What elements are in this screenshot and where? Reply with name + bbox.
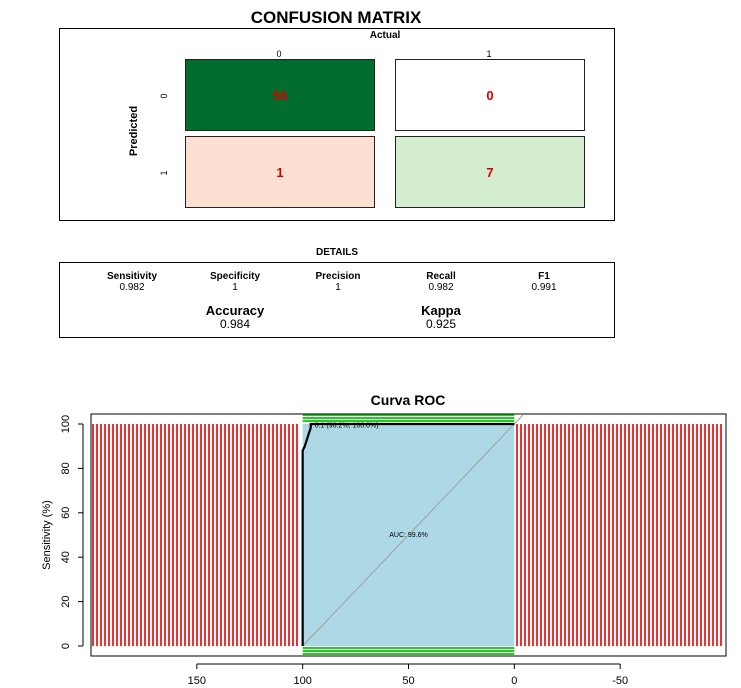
- roc-x-tick-label: 50: [402, 675, 414, 687]
- roc-y-axis-label: Sensitivity (%): [41, 500, 53, 570]
- roc-x-tick-label: 0: [511, 675, 517, 687]
- metric-accuracy: Accuracy 0.984: [180, 303, 290, 331]
- roc-y-axis: 0 20 40 60 80 100: [60, 415, 84, 649]
- roc-y-tick-label: 100: [60, 415, 72, 433]
- metric-f1: F1 0.991: [489, 271, 599, 293]
- roc-x-tick-label: -50: [612, 675, 628, 687]
- metric-name: Precision: [315, 271, 361, 282]
- roc-y-tick-label: 60: [60, 507, 72, 519]
- metric-value: 0.984: [219, 317, 251, 331]
- metric-name: F1: [538, 271, 550, 282]
- roc-auc-label: AUC: 99.6%: [389, 532, 428, 539]
- confusion-matrix-panel: Actual 0 1 Predicted 0 1 56 0 1 7: [59, 28, 615, 221]
- metric-precision: Precision 1: [283, 271, 393, 293]
- metric-value: 0.982: [119, 282, 145, 293]
- predicted-axis-label: Predicted: [128, 105, 140, 157]
- roc-side-bars: [92, 424, 722, 646]
- metric-value: 1: [232, 282, 238, 293]
- metric-value: 1: [335, 282, 341, 293]
- details-panel: Sensitivity 0.982 Specificity 1 Precisio…: [59, 262, 615, 338]
- metric-value: 0.991: [531, 282, 557, 293]
- roc-x-tick-label: 100: [293, 675, 311, 687]
- row-label-0: 0: [159, 93, 169, 99]
- col-label-0: 0: [276, 49, 282, 59]
- roc-diagonal-line: [302, 414, 524, 647]
- roc-y-tick-label: 80: [60, 462, 72, 474]
- matrix-cell-pred0-act1: 0: [395, 59, 585, 131]
- metric-name: Accuracy: [205, 303, 265, 318]
- metric-name: Specificity: [209, 271, 261, 282]
- metric-name: Recall: [426, 271, 456, 282]
- roc-x-tick-label: 150: [188, 675, 206, 687]
- metric-sensitivity: Sensitivity 0.982: [77, 271, 187, 293]
- col-label-1: 1: [486, 49, 492, 59]
- metric-specificity: Specificity 1: [180, 271, 290, 293]
- roc-y-tick-label: 0: [60, 643, 72, 649]
- roc-plot-frame: [90, 413, 727, 657]
- roc-title: Curva ROC: [371, 392, 446, 408]
- metric-recall: Recall 0.982: [386, 271, 496, 293]
- roc-chart: Curva ROC 150 100 50 0 -50 0 20 40 60 80 100 Sens…: [41, 392, 727, 687]
- roc-threshold-label: 0.1 (96.2%, 100.0%): [315, 422, 379, 429]
- confusion-matrix-title: CONFUSION MATRIX: [250, 8, 422, 27]
- metric-kappa: Kappa 0.925: [386, 303, 496, 331]
- matrix-cell-pred0-act0: 56: [185, 59, 375, 131]
- roc-y-tick-label: 40: [60, 551, 72, 563]
- matrix-cell-pred1-act0: 1: [185, 136, 375, 208]
- metric-name: Sensitivity: [106, 271, 158, 282]
- details-title: DETAILS: [315, 247, 359, 258]
- roc-ci-bands: [302, 414, 515, 655]
- metric-value: 0.925: [425, 317, 457, 331]
- roc-x-axis: 150 100 50 0 -50: [188, 663, 628, 687]
- matrix-cell-pred1-act1: 7: [395, 136, 585, 208]
- row-label-1: 1: [159, 170, 169, 176]
- roc-y-tick-label: 20: [60, 595, 72, 607]
- actual-axis-label: Actual: [369, 30, 401, 41]
- metric-name: Kappa: [421, 303, 461, 318]
- metric-value: 0.982: [428, 282, 454, 293]
- roc-curve-line: [301, 422, 515, 646]
